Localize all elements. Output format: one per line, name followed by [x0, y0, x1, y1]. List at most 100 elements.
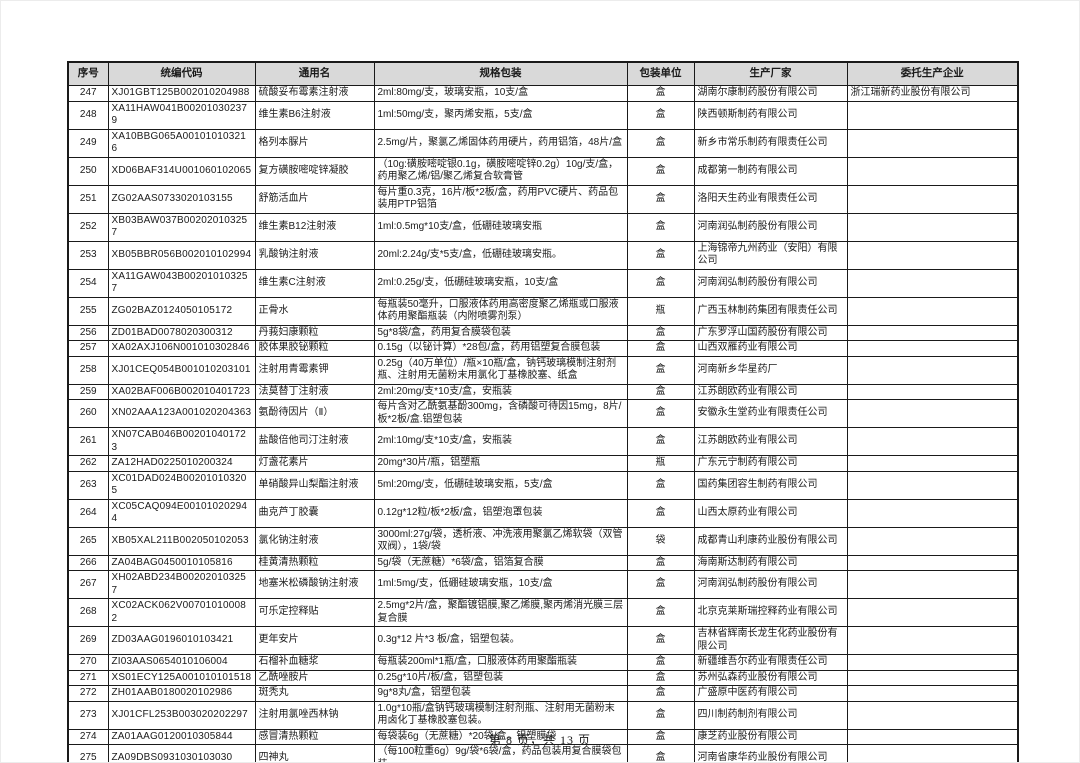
cell-generic-name: 石榴补血糖浆	[254, 654, 375, 671]
cell-manufacturer: 河南省康华药业股份有限公司	[693, 744, 848, 762]
cell-serial: 266	[67, 554, 109, 571]
cell-serial: 259	[67, 383, 109, 400]
cell-package-unit: 盒	[626, 498, 695, 528]
cell-generic-name: 氯化钠注射液	[254, 526, 375, 556]
cell-spec-packaging: 5g*8袋/盒，药用复合膜袋包装	[373, 324, 628, 341]
cell-generic-name: 曲克芦丁胶囊	[254, 498, 375, 528]
cell-serial: 270	[67, 654, 109, 671]
table-row: 260 XN02AAA123A001020204363 氨酚待因片（Ⅱ） 每片含…	[67, 399, 1019, 428]
cell-entrusted-enterprise	[846, 669, 1019, 686]
cell-entrusted-enterprise	[846, 100, 1019, 130]
cell-generic-name: 桂黄清热颗粒	[254, 554, 375, 571]
cell-generic-name: 维生素B6注射液	[254, 100, 375, 130]
cell-spec-packaging: 每片重0.3克，16片/板*2板/盒，药用PVC硬片、药品包装用PTP铝箔	[373, 184, 628, 214]
cell-serial: 268	[67, 598, 109, 627]
cell-code: ZA12HAD0225010200324	[107, 455, 256, 472]
cell-generic-name: 灯盏花素片	[254, 455, 375, 472]
cell-manufacturer: 陕西顿斯制药有限公司	[693, 100, 848, 130]
cell-package-unit: 盒	[626, 669, 695, 686]
cell-package-unit: 盒	[626, 212, 695, 242]
cell-code: XC01DAD024B002010103205	[107, 470, 256, 500]
cell-entrusted-enterprise	[846, 626, 1019, 655]
cell-entrusted-enterprise	[846, 296, 1019, 326]
cell-code: ZA09DBS0931030103030	[107, 744, 256, 762]
cell-package-unit: 瓶	[626, 296, 695, 326]
cell-manufacturer: 四川制药制剂有限公司	[693, 700, 848, 730]
cell-generic-name: 注射用氯唑西林钠	[254, 700, 375, 730]
table-row: 272 ZH01AAB0180020102986 斑秃丸 9g*8丸/盒，铝塑包…	[67, 685, 1019, 702]
cell-entrusted-enterprise	[846, 526, 1019, 556]
cell-spec-packaging: 2.5mg/片，聚氯乙烯固体药用硬片，药用铝箔，48片/盒	[373, 128, 628, 158]
cell-package-unit: 盒	[626, 744, 695, 762]
cell-manufacturer: 江苏朗欧药业有限公司	[693, 427, 848, 456]
table-row: 265 XB05XAL211B002050102053 氯化钠注射液 3000m…	[67, 526, 1019, 556]
cell-generic-name: 可乐定控释贴	[254, 598, 375, 627]
cell-package-unit: 盒	[626, 355, 695, 385]
cell-serial: 247	[67, 85, 109, 102]
table-row: 271 XS01ECY125A001010101518 乙酰唑胺片 0.25g*…	[67, 669, 1019, 686]
cell-package-unit: 盒	[626, 598, 695, 627]
cell-code: XC02ACK062V007010100082	[107, 598, 256, 627]
cell-code: ZH01AAB0180020102986	[107, 685, 256, 702]
cell-package-unit: 盒	[626, 324, 695, 341]
cell-manufacturer: 新乡市常乐制药有限责任公司	[693, 128, 848, 158]
cell-spec-packaging: 5g/袋（无蔗糖）*6袋/盒，铝箔复合膜	[373, 554, 628, 571]
cell-code: XJ01GBT125B002010204988	[107, 85, 256, 102]
cell-package-unit: 盒	[626, 268, 695, 298]
col-header-spec-packaging: 规格包装	[373, 61, 628, 86]
cell-serial: 265	[67, 526, 109, 556]
cell-manufacturer: 北京克莱斯瑞控释药业有限公司	[693, 598, 848, 627]
cell-manufacturer: 河南新乡华星药厂	[693, 355, 848, 385]
cell-entrusted-enterprise	[846, 700, 1019, 730]
cell-package-unit: 盒	[626, 100, 695, 130]
page-footer: 第 8 页，共 13 页	[488, 733, 591, 747]
cell-serial: 257	[67, 340, 109, 357]
cell-entrusted-enterprise	[846, 554, 1019, 571]
col-header-serial: 序号	[67, 61, 109, 86]
cell-serial: 262	[67, 455, 109, 472]
cell-generic-name: 舒筋活血片	[254, 184, 375, 214]
drug-list-table: 序号 统编代码 通用名 规格包装 包装单位 生产厂家 委托生产企业 247 XJ…	[67, 61, 1019, 762]
cell-entrusted-enterprise	[846, 128, 1019, 158]
cell-entrusted-enterprise	[846, 268, 1019, 298]
table-row: 251 ZG02AAS0733020103155 舒筋活血片 每片重0.3克，1…	[67, 184, 1019, 214]
cell-manufacturer: 成都青山利康药业股份有限公司	[693, 526, 848, 556]
cell-spec-packaging: 1ml:5mg/支，低硼硅玻璃安瓶，10支/盒	[373, 570, 628, 599]
cell-spec-packaging: 0.3g*12 片*3 板/盒，铝塑包装。	[373, 626, 628, 655]
cell-code: ZI03AAS0654010106004	[107, 654, 256, 671]
cell-package-unit: 袋	[626, 526, 695, 556]
cell-spec-packaging: 5ml:20mg/支，低硼硅玻璃安瓶，5支/盒	[373, 470, 628, 500]
cell-package-unit: 瓶	[626, 455, 695, 472]
table-row: 254 XA11GAW043B002010103257 维生素C注射液 2ml:…	[67, 268, 1019, 298]
cell-spec-packaging: 2ml:20mg/支*10支/盒，安瓶装	[373, 383, 628, 400]
table-header: 序号 统编代码 通用名 规格包装 包装单位 生产厂家 委托生产企业	[67, 61, 1019, 86]
cell-spec-packaging: 20ml:2.24g/支*5支/盒，低硼硅玻璃安瓶。	[373, 240, 628, 270]
table-row: 249 XA10BBG065A001010103216 格列本脲片 2.5mg/…	[67, 128, 1019, 158]
cell-entrusted-enterprise	[846, 470, 1019, 500]
table-row: 258 XJ01CEQ054B001010203101 注射用青霉素钾 0.25…	[67, 355, 1019, 385]
cell-entrusted-enterprise	[846, 212, 1019, 242]
cell-serial: 253	[67, 240, 109, 270]
table-row: 253 XB05BBR056B002010102994 乳酸钠注射液 20ml:…	[67, 240, 1019, 270]
cell-code: XB05BBR056B002010102994	[107, 240, 256, 270]
cell-code: XN02AAA123A001020204363	[107, 399, 256, 428]
cell-manufacturer: 洛阳天生药业有限责任公司	[693, 184, 848, 214]
cell-generic-name: 法莫替丁注射液	[254, 383, 375, 400]
cell-entrusted-enterprise	[846, 427, 1019, 456]
cell-code: XH02ABD234B002020103257	[107, 570, 256, 599]
table-row: 267 XH02ABD234B002020103257 地塞米松磷酸钠注射液 1…	[67, 570, 1019, 599]
table-row: 250 XD06BAF314U001060102065 复方磺胺嘧啶锌凝胶 （1…	[67, 156, 1019, 186]
cell-manufacturer: 成都第一制药有限公司	[693, 156, 848, 186]
cell-generic-name: 氨酚待因片（Ⅱ）	[254, 399, 375, 428]
cell-entrusted-enterprise	[846, 455, 1019, 472]
cell-entrusted-enterprise	[846, 184, 1019, 214]
cell-serial: 275	[67, 744, 109, 762]
cell-package-unit: 盒	[626, 685, 695, 702]
cell-package-unit: 盒	[626, 554, 695, 571]
cell-package-unit: 盒	[626, 427, 695, 456]
cell-generic-name: 乳酸钠注射液	[254, 240, 375, 270]
cell-generic-name: 胶体果胶铋颗粒	[254, 340, 375, 357]
cell-generic-name: 盐酸倍他司汀注射液	[254, 427, 375, 456]
cell-serial: 254	[67, 268, 109, 298]
cell-spec-packaging: 2.5mg*2片/盒，聚酯镀铝膜,聚乙烯膜,聚丙烯消光膜三层复合膜	[373, 598, 628, 627]
